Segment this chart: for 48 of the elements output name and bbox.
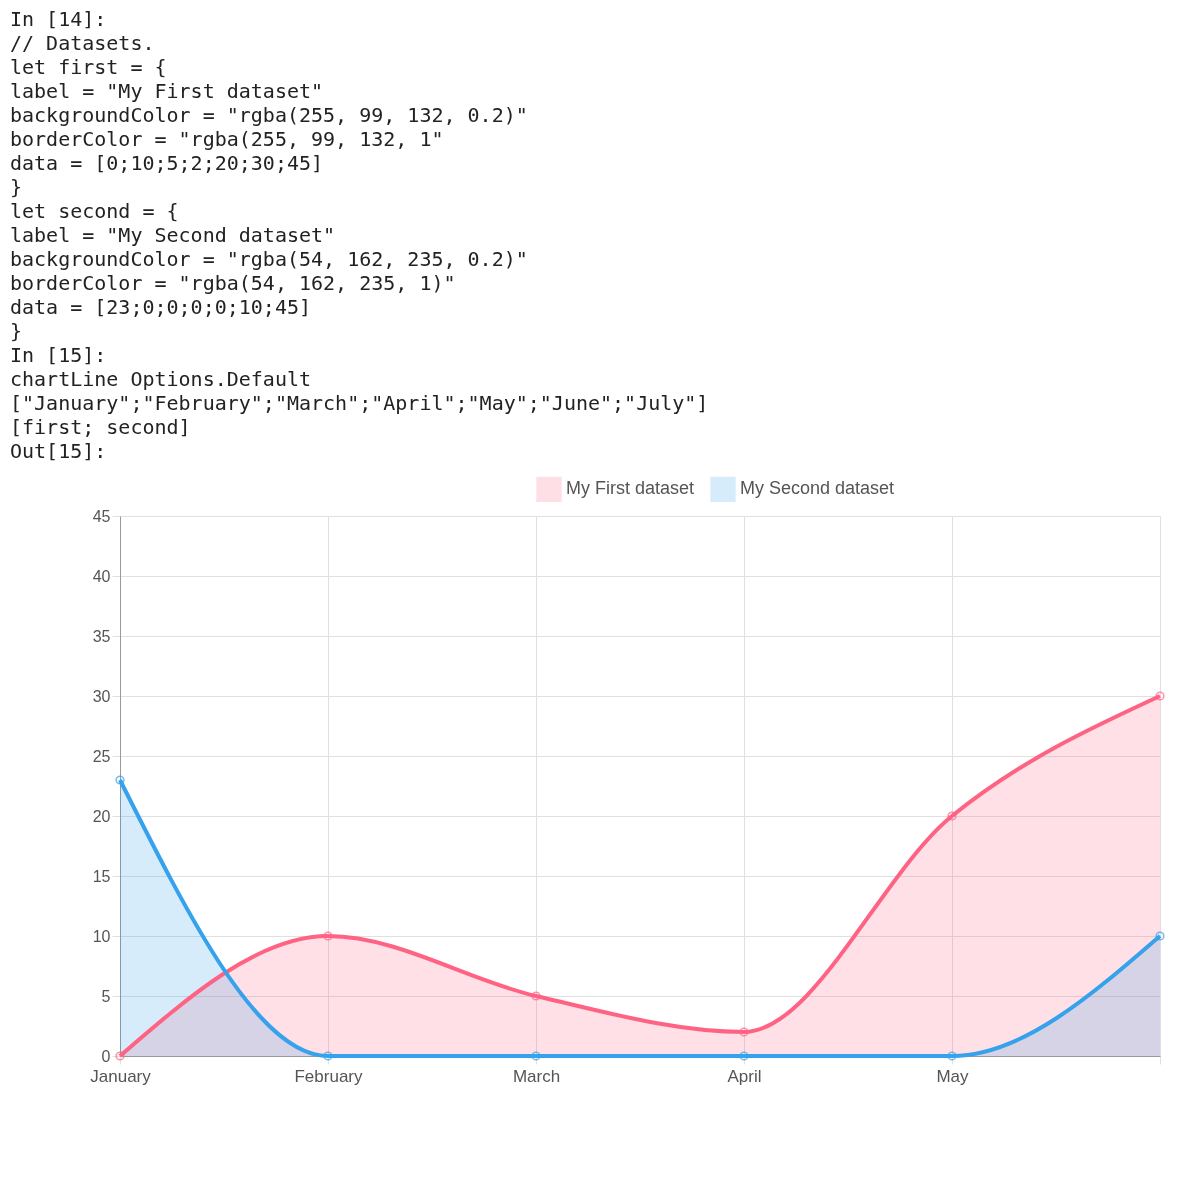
y-tick-label: 25 <box>92 747 111 765</box>
text: In [14]: <box>10 7 107 31</box>
text: borderColor = "rgba(54, 162, 235, 1)" <box>10 271 456 295</box>
point <box>531 1051 541 1061</box>
y-tick-label: 30 <box>92 687 111 705</box>
y-tick-label: 20 <box>92 807 111 825</box>
point <box>739 1027 749 1037</box>
text: let second = { <box>10 199 179 223</box>
text: // Datasets. <box>10 31 155 55</box>
point <box>115 1051 125 1061</box>
text: Out[15]: <box>10 439 107 463</box>
y-tick-label: 0 <box>101 1047 111 1065</box>
x-tick-label: January <box>90 1066 152 1086</box>
text: backgroundColor = "rgba(255, 99, 132, 0.2)" <box>10 103 528 127</box>
text: backgroundColor = "rgba(54, 162, 235, 0.2)" <box>10 247 528 271</box>
legend-label: My First dataset <box>566 478 695 499</box>
y-tick-label: 10 <box>92 927 111 945</box>
text: } <box>10 175 23 199</box>
text: label = "My First dataset" <box>10 79 324 103</box>
y-tick-label: 5 <box>101 987 111 1005</box>
text: [first; second] <box>10 415 191 439</box>
x-tick-label: April <box>727 1066 762 1086</box>
y-tick-label: 40 <box>92 567 111 585</box>
y-tick-label: 15 <box>92 867 111 885</box>
text: ["January";"February";"March";"April";"May";"June";"July"] <box>10 391 709 415</box>
text: chartLine Options.Default <box>10 367 312 391</box>
text: } <box>10 319 23 343</box>
point <box>323 931 333 941</box>
text: data = [0;10;5;2;20;30;45] <box>10 151 324 175</box>
point <box>739 1051 749 1061</box>
text: let first = { <box>10 55 167 79</box>
x-tick-label: February <box>294 1066 364 1086</box>
point <box>947 1051 957 1061</box>
text: borderColor = "rgba(255, 99, 132, 1" <box>10 127 444 151</box>
point <box>115 775 125 785</box>
point <box>323 1051 333 1061</box>
legend-label: My Second dataset <box>740 478 895 499</box>
text: In [15]: <box>10 343 107 367</box>
y-tick-label: 35 <box>92 627 111 645</box>
text: data = [23;0;0;0;0;10;45] <box>10 295 312 319</box>
point <box>1155 691 1165 701</box>
point <box>1155 931 1165 941</box>
point <box>531 991 541 1001</box>
y-tick-label: 45 <box>92 507 111 525</box>
text: label = "My Second dataset" <box>10 223 336 247</box>
x-tick-label: March <box>512 1066 561 1086</box>
x-tick-label: May <box>936 1066 970 1086</box>
point <box>947 811 957 821</box>
